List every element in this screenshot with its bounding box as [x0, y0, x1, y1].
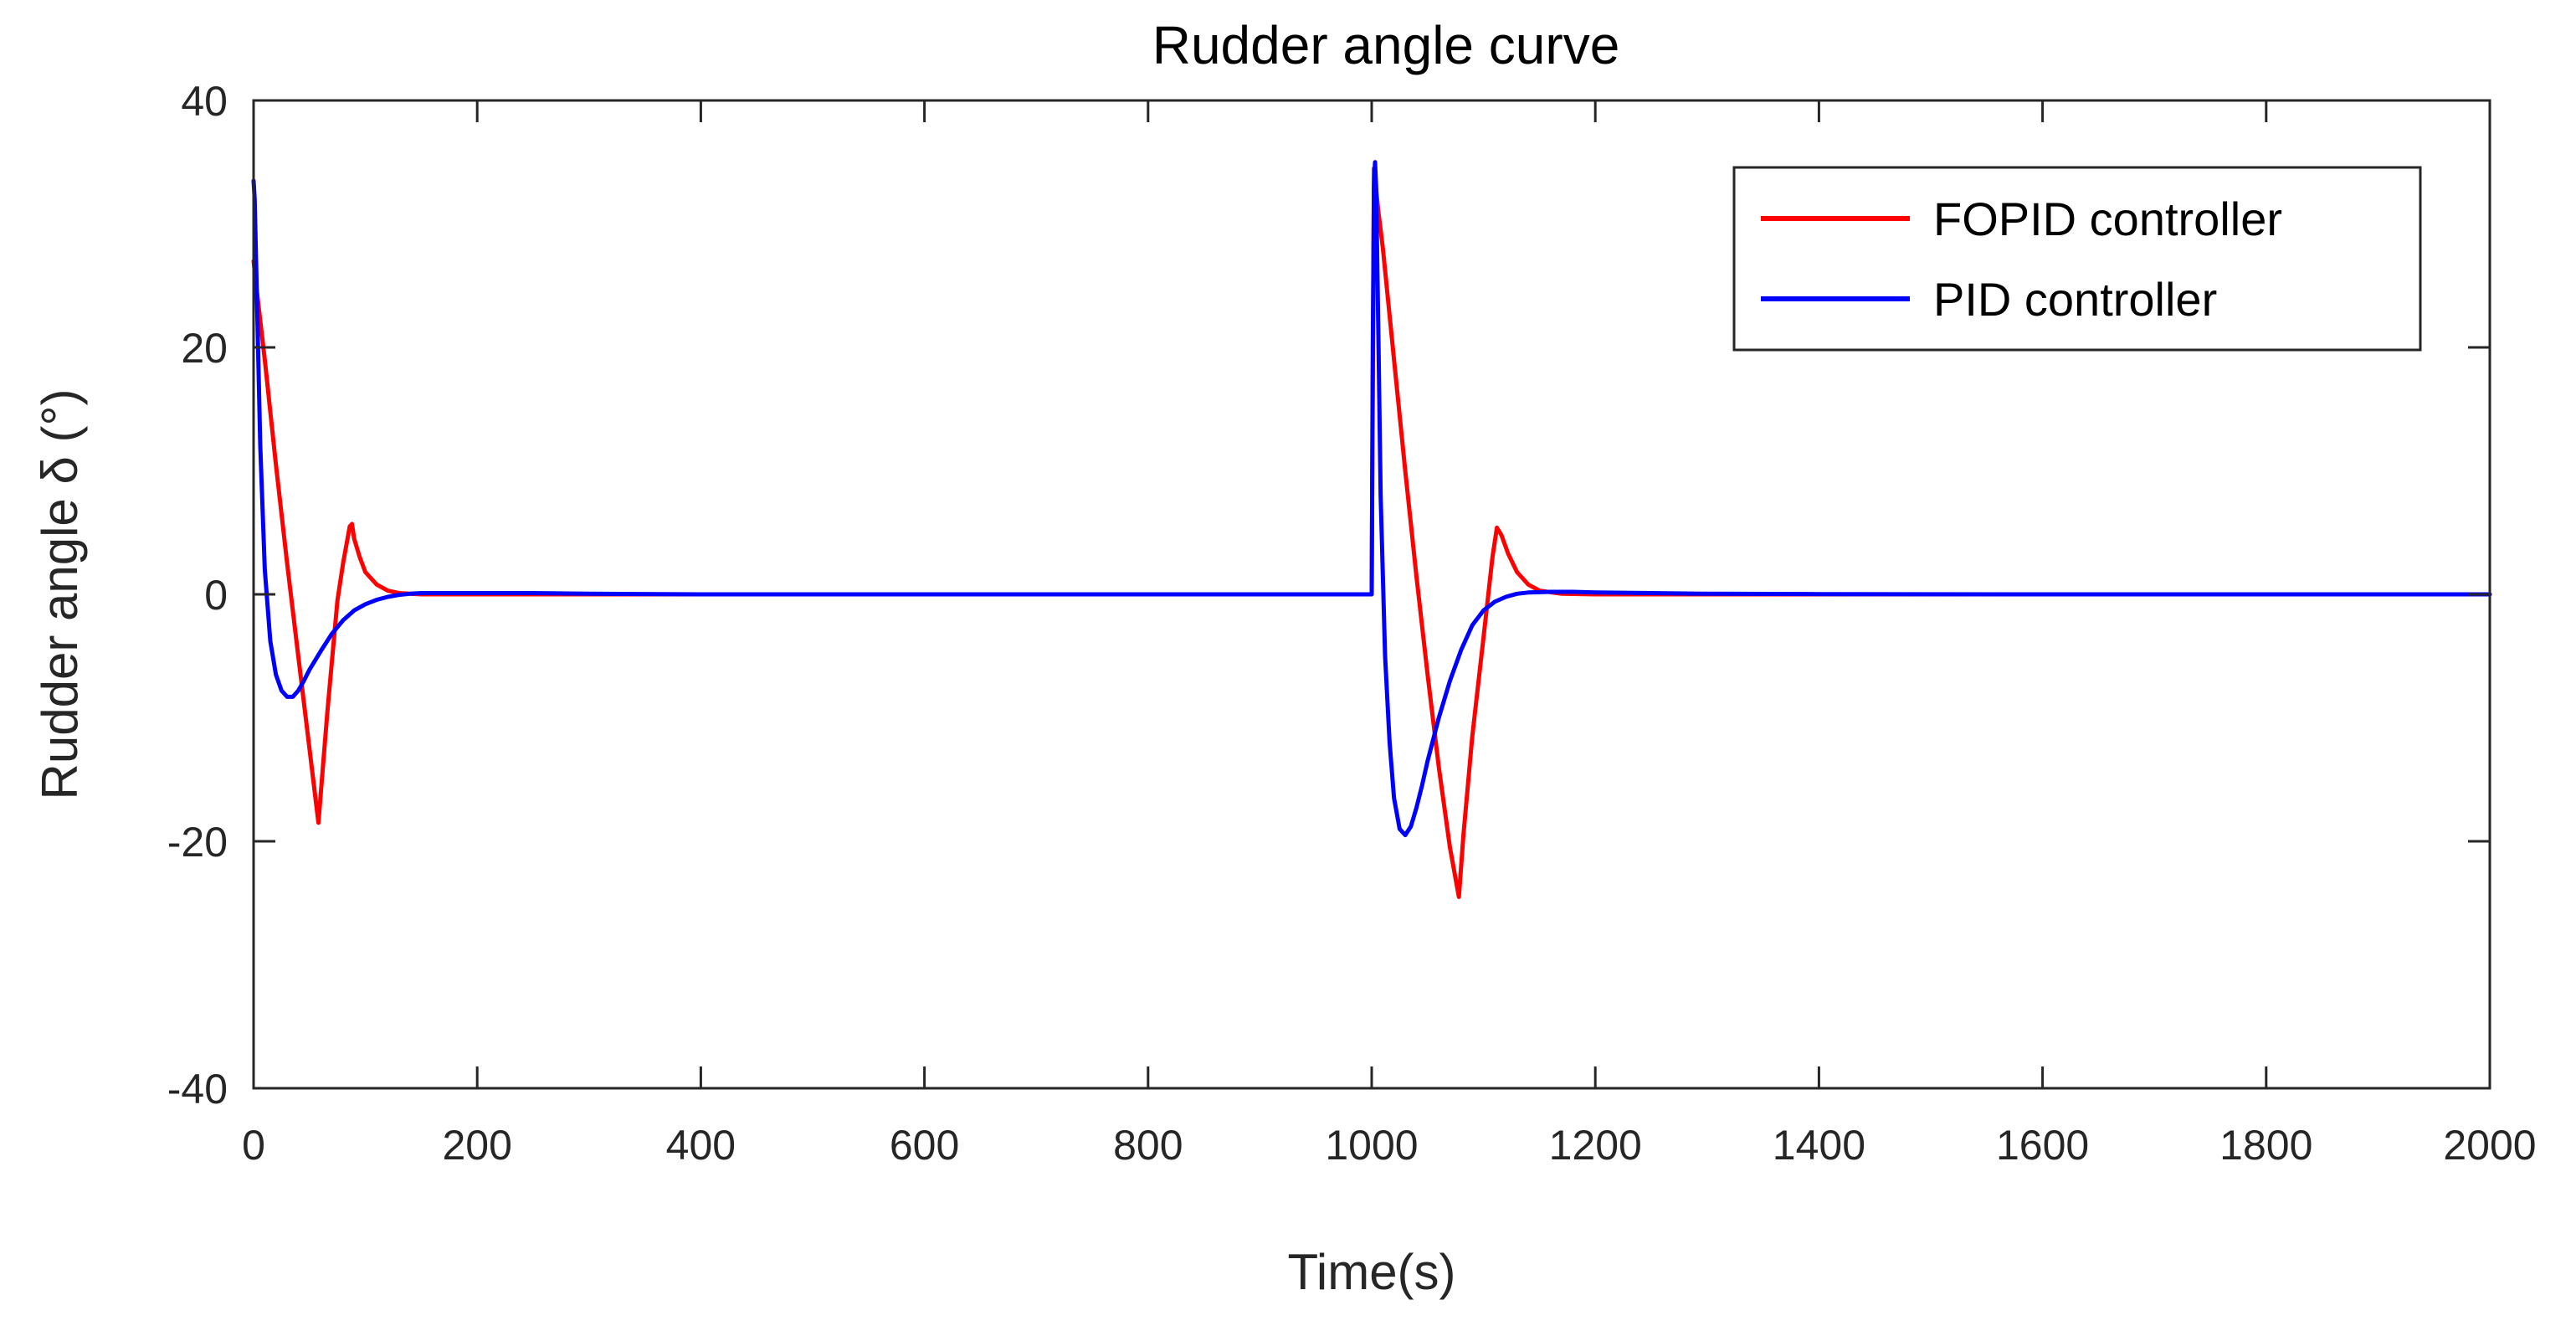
legend-label-pid: PID controller [1933, 273, 2217, 326]
y-axis-label: Rudder angle δ (°) [32, 389, 88, 800]
x-tick-label: 600 [890, 1122, 959, 1169]
x-tick-label: 1000 [1325, 1122, 1418, 1169]
x-tick-label: 1400 [1773, 1122, 1865, 1169]
x-tick-label: 0 [242, 1122, 265, 1169]
y-tick-label: 20 [181, 325, 228, 372]
x-tick-label: 1800 [2219, 1122, 2312, 1169]
series-line-pid [251, 160, 2492, 838]
tick-layer: 0 200 400 600 800 1000 1200 1400 1600 1800 2000-40… [167, 78, 2537, 1169]
x-tick-label: 1600 [1996, 1122, 2089, 1169]
legend: FOPID controller PID controller [1732, 166, 2422, 352]
x-tick-label: 2000 [2443, 1122, 2536, 1169]
y-tick-label: 40 [181, 78, 228, 125]
x-tick-label: 400 [666, 1122, 736, 1169]
y-tick-label: -40 [167, 1066, 228, 1113]
x-axis-label: Time(s) [1287, 1244, 1455, 1300]
x-tick-label: 200 [442, 1122, 511, 1169]
series-layer [251, 160, 2492, 899]
legend-label-fopid: FOPID controller [1933, 193, 2282, 245]
y-tick-label: -20 [167, 819, 228, 866]
x-tick-label: 1200 [1549, 1122, 1642, 1169]
x-tick-label: 800 [1113, 1122, 1183, 1169]
y-tick-label: 0 [204, 572, 228, 619]
chart-title: Rudder angle curve [1152, 15, 1620, 75]
legend-box [1732, 166, 2422, 352]
